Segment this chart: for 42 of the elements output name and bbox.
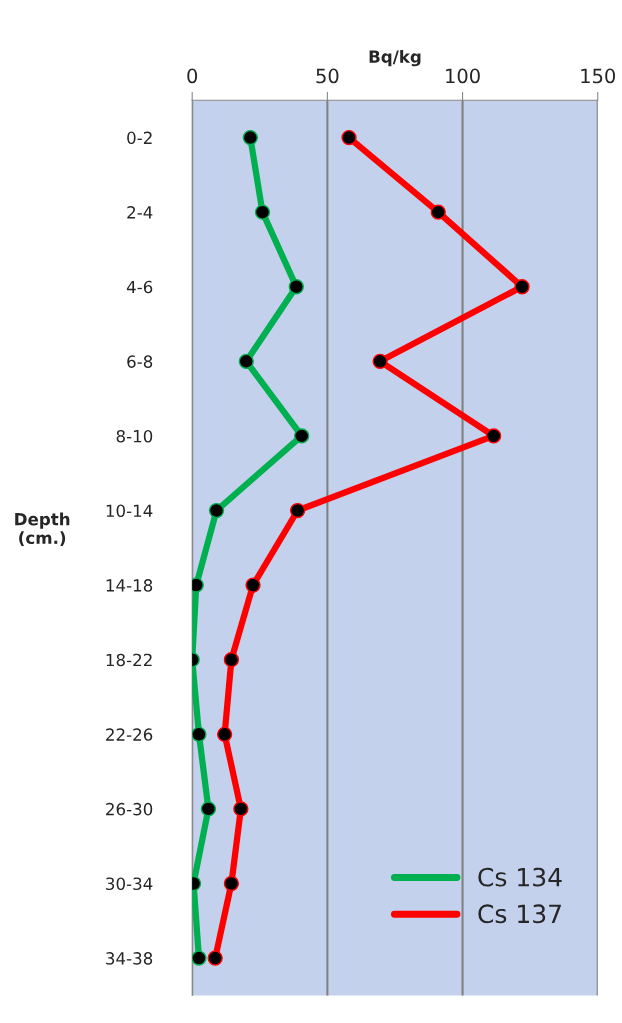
- y-tick-label: 4-6: [126, 280, 153, 294]
- x-tick-label: 50: [316, 68, 339, 84]
- point: [192, 950, 207, 966]
- y-tick-label: 8-10: [116, 429, 153, 443]
- point: [192, 577, 204, 593]
- x-tick-label: 100: [446, 68, 480, 84]
- point: [223, 875, 240, 892]
- y-tick-label: 18-22: [106, 653, 152, 667]
- y-tick-label: 30-34: [106, 877, 153, 891]
- point: [192, 726, 207, 742]
- point: [238, 353, 254, 369]
- y-tick-label: 10-14: [106, 504, 153, 518]
- point: [223, 652, 240, 668]
- point: [288, 279, 304, 295]
- x-tick-label: 150: [581, 68, 616, 84]
- point: [514, 279, 530, 295]
- point: [207, 950, 223, 966]
- point: [242, 129, 258, 146]
- point: [430, 204, 446, 220]
- y-tick-label: 2-4: [127, 206, 153, 219]
- y-tick-label: 14-18: [106, 579, 153, 592]
- y-tick-label: 26-30: [106, 802, 153, 816]
- point: [233, 801, 249, 817]
- y-axis-title: Depth (cm.): [15, 512, 70, 547]
- point: [208, 502, 225, 519]
- point: [217, 726, 233, 742]
- y-tick-label: 34-38: [106, 952, 153, 965]
- y-tick-label: 6-8: [127, 355, 153, 368]
- x-tick-label: 0: [187, 68, 198, 84]
- point: [341, 129, 357, 146]
- y-tick-label: 22-26: [106, 728, 153, 741]
- legend-label: Cs 134: [478, 867, 562, 887]
- point: [294, 428, 310, 444]
- point: [245, 577, 261, 593]
- point: [372, 353, 388, 369]
- point: [289, 502, 306, 519]
- y-tick-label: 0-2: [127, 131, 152, 145]
- x-axis-title: Bq/kg: [369, 50, 421, 67]
- legend-label: Cs 137: [478, 904, 561, 924]
- point: [254, 204, 271, 220]
- point: [486, 428, 502, 444]
- point: [200, 801, 217, 817]
